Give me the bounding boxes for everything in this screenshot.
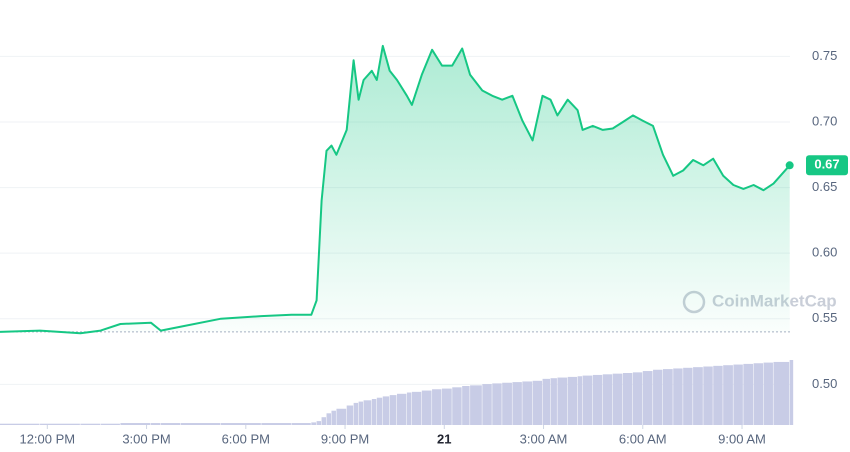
volume-bar	[291, 423, 311, 425]
volume-bar	[683, 367, 693, 425]
volume-bar	[80, 423, 101, 425]
volume-bar	[40, 423, 80, 425]
volume-bar	[336, 408, 347, 425]
volume-bar	[512, 382, 522, 425]
volume-bar	[462, 386, 470, 425]
volume-bar	[411, 391, 422, 425]
volume-bar	[653, 369, 663, 425]
volume-bar	[723, 365, 733, 425]
volume-bar	[693, 367, 703, 425]
volume-bar	[773, 361, 790, 425]
volume-bar	[612, 373, 623, 425]
volume-bar	[358, 401, 364, 425]
volume-bar	[441, 388, 452, 425]
x-tick-label: 21	[437, 431, 451, 446]
volume-bar	[763, 362, 773, 425]
volume-bar	[542, 378, 550, 425]
x-tick-label: 12:00 PM	[19, 431, 75, 446]
volume-bar	[550, 378, 557, 425]
volume-bar	[632, 372, 643, 425]
volume-bar	[522, 381, 533, 425]
x-tick-label: 9:00 AM	[718, 431, 766, 446]
volume-bar	[120, 423, 151, 425]
volume-bar	[567, 376, 578, 425]
volume-bar	[346, 405, 354, 425]
volume-bar	[753, 363, 764, 425]
volume-bar	[321, 417, 327, 425]
volume-bar	[150, 423, 161, 425]
y-tick-label: 0.65	[812, 179, 837, 194]
y-tick-label: 0.75	[812, 48, 837, 63]
volume-bar	[592, 374, 603, 425]
volume-bar	[363, 400, 372, 425]
volume-bar	[482, 384, 492, 425]
volume-bar	[557, 377, 568, 425]
volume-bar	[502, 382, 512, 425]
volume-bar	[421, 390, 432, 425]
volume-bar	[743, 363, 754, 425]
volume-bar	[713, 365, 723, 425]
y-tick-label: 0.60	[812, 245, 837, 260]
x-tick-label: 6:00 PM	[222, 431, 270, 446]
y-tick-label: 0.70	[812, 113, 837, 128]
volume-bar	[432, 389, 442, 425]
volume-bar	[0, 423, 40, 425]
volume-bar	[353, 402, 359, 425]
volume-bar	[733, 364, 743, 425]
volume-bar	[389, 395, 397, 425]
volume-bar	[376, 397, 383, 425]
volume-bar	[396, 393, 407, 425]
current-label: 0.67	[814, 157, 839, 172]
current-label-box	[806, 155, 848, 176]
x-tick-label: 3:00 PM	[122, 431, 170, 446]
volume-bar	[602, 374, 613, 425]
volume-bar	[582, 375, 593, 425]
volume-bar	[470, 385, 482, 425]
price-line	[0, 44, 791, 335]
volume-bar	[100, 423, 120, 425]
x-tick-label: 6:00 AM	[619, 431, 667, 446]
volume-bar	[160, 423, 181, 425]
x-tick-label: 9:00 PM	[321, 431, 369, 446]
volume-bar	[673, 368, 683, 425]
last-point	[785, 161, 794, 170]
volume-bar	[452, 387, 462, 425]
volume-bar	[622, 373, 633, 425]
volume-bar	[316, 421, 322, 425]
volume-bar	[492, 383, 502, 425]
volume-bar	[703, 366, 713, 425]
volume-bar	[220, 423, 261, 425]
volume-bar	[642, 371, 653, 425]
volume-bar	[311, 422, 317, 425]
price-area	[0, 45, 790, 334]
volume-bar	[662, 369, 673, 425]
volume-bar	[371, 399, 377, 425]
y-tick-label: 0.55	[812, 310, 837, 325]
volume-bar	[331, 410, 336, 425]
volume-bar	[406, 392, 412, 425]
volume-bar	[326, 413, 331, 425]
volume-bar	[180, 423, 221, 425]
volume-bar	[577, 376, 583, 425]
volume-bar	[382, 396, 390, 425]
y-tick-label: 0.50	[812, 376, 837, 391]
x-tick-label: 3:00 AM	[520, 431, 568, 446]
volume-bar	[261, 423, 291, 425]
volume-bar	[532, 380, 543, 425]
volume-bar	[789, 360, 794, 425]
